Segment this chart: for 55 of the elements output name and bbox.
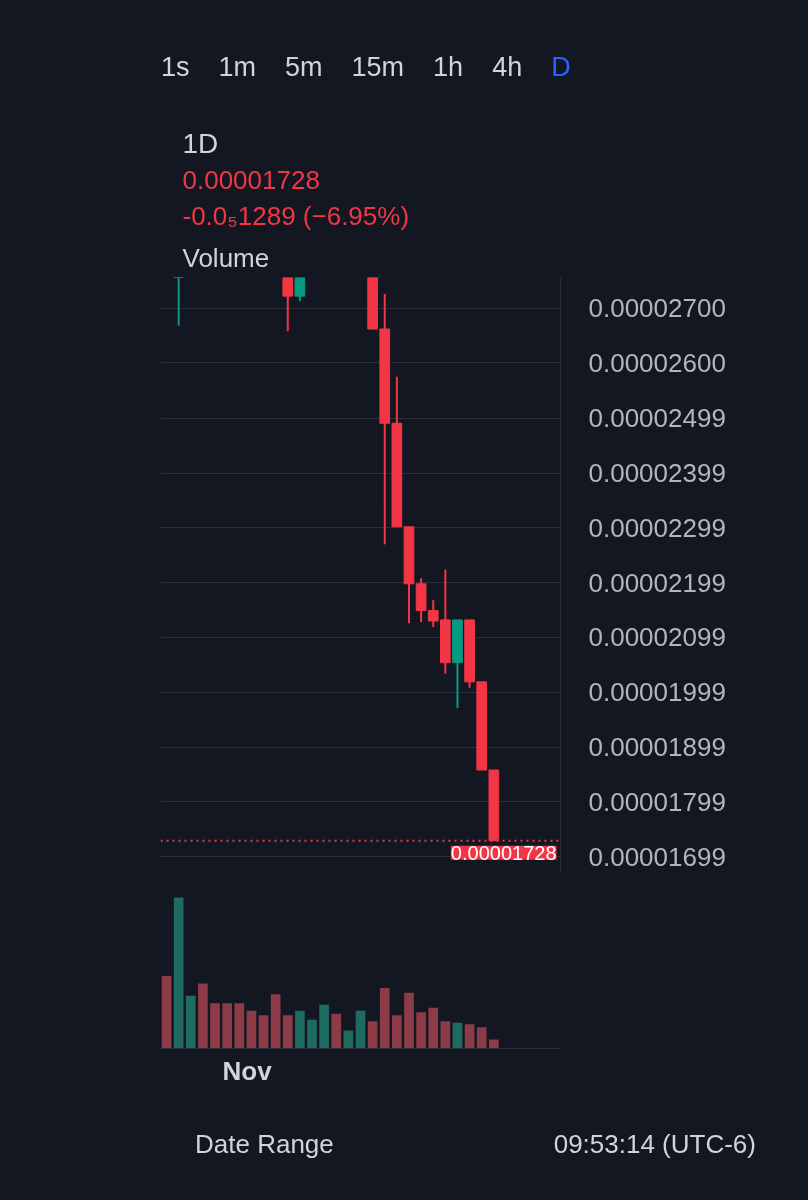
text: 1m [218, 50, 257, 84]
bar [222, 1003, 233, 1049]
bar [367, 1021, 378, 1049]
bar [234, 1003, 245, 1049]
bar [295, 1010, 305, 1049]
y-tick-label: 0.00001899 [588, 732, 726, 763]
text: 09:53:14 (UTC-6) [553, 1129, 756, 1160]
text: 1h [433, 50, 464, 84]
bar [307, 1019, 317, 1049]
text: 1s [161, 50, 190, 84]
ref-line-label: 0.00001728 [450, 841, 557, 864]
y-tick-label: 0.00001799 [588, 786, 726, 817]
bar [404, 992, 414, 1049]
text: 0.00001728 [182, 164, 320, 195]
bar [343, 1030, 354, 1049]
bar [173, 897, 184, 1049]
bar [416, 1012, 426, 1049]
bar [464, 1024, 475, 1049]
bar [161, 976, 172, 1049]
bar [282, 1015, 293, 1049]
y-tick-label: 0.00002399 [588, 458, 726, 489]
chart-title: 1D [182, 127, 219, 159]
bar [258, 1015, 269, 1049]
bar [198, 983, 208, 1049]
bar [392, 1015, 402, 1049]
bar [428, 1007, 439, 1049]
y-tick-label: 0.00002199 [588, 567, 726, 598]
bar [355, 1010, 366, 1049]
y-tick-label: 0.00002700 [588, 293, 726, 324]
text: 4h [492, 50, 523, 84]
bar [476, 1027, 487, 1049]
bar [210, 1003, 220, 1049]
bar [488, 1039, 499, 1049]
text: 5m [285, 50, 323, 84]
bar [270, 994, 281, 1049]
bar [452, 1022, 463, 1049]
y-tick-label: 0.00001699 [588, 841, 726, 872]
text: Date Range [195, 1128, 334, 1162]
bar [319, 1004, 329, 1049]
text: -0.0₅1289 (−6.95%) [182, 200, 410, 231]
candlestick [282, 277, 294, 333]
bar [379, 988, 390, 1049]
text: D [551, 50, 571, 84]
text: 15m [351, 50, 405, 84]
bar [185, 995, 196, 1049]
y-tick-label: 0.00002099 [588, 622, 726, 653]
x-axis-title: Nov [222, 1055, 273, 1086]
y-tick-label: 0.00002299 [588, 512, 726, 543]
bar [440, 1021, 451, 1049]
y-tick-label: 0.00001999 [588, 677, 726, 708]
bar [246, 1010, 257, 1049]
bar [331, 1013, 342, 1049]
chart-subtitle: Volume [182, 242, 270, 273]
y-tick-label: 0.00002499 [588, 403, 726, 434]
y-tick-label: 0.00002600 [588, 347, 726, 378]
